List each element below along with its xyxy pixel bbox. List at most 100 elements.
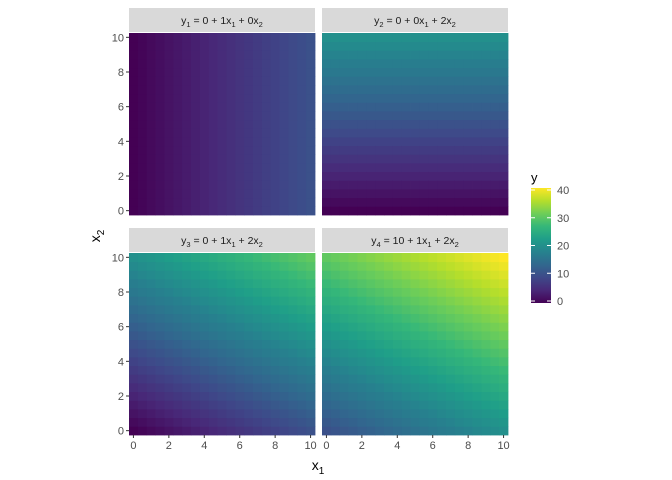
heatmap-tile: [155, 67, 165, 77]
heatmap-tile: [155, 296, 165, 306]
heatmap-tile: [428, 357, 438, 367]
heatmap-tile: [173, 189, 183, 199]
heatmap-tile: [446, 426, 456, 436]
heatmap-tile: [366, 59, 376, 69]
heatmap-tile: [339, 102, 349, 112]
heatmap-tile: [208, 111, 218, 121]
heatmap-tile: [217, 270, 227, 280]
heatmap-tile: [261, 206, 272, 216]
heatmap-tile: [129, 111, 139, 121]
heatmap-tile: [253, 206, 263, 216]
heatmap-tile: [322, 270, 332, 280]
heatmap-tile: [288, 171, 298, 181]
heatmap-tile: [472, 50, 482, 60]
heatmap-tile: [199, 391, 210, 401]
heatmap-tile: [366, 365, 376, 375]
heatmap-tile: [481, 409, 491, 419]
heatmap-tile: [261, 287, 272, 297]
heatmap-tile: [419, 339, 429, 349]
heatmap-tile: [297, 261, 307, 271]
heatmap-tile: [137, 76, 148, 86]
heatmap-tile: [261, 76, 272, 86]
heatmap-tile: [481, 163, 491, 173]
heatmap-tile: [261, 296, 272, 306]
heatmap-tile: [164, 85, 174, 95]
heatmap-tile: [288, 426, 298, 436]
heatmap-tile: [410, 59, 420, 69]
heatmap-tile: [244, 102, 254, 112]
heatmap-tile: [437, 287, 447, 297]
heatmap-tile: [330, 189, 341, 199]
heatmap-tile: [182, 322, 192, 332]
heatmap-tile: [322, 374, 332, 384]
heatmap-tile: [208, 357, 218, 367]
heatmap-tile: [297, 374, 307, 384]
heatmap-tile: [463, 111, 473, 121]
heatmap-tile: [261, 41, 272, 51]
heatmap-tile: [279, 206, 289, 216]
heatmap-tile: [410, 270, 420, 280]
heatmap-tile: [330, 287, 341, 297]
heatmap-tile: [428, 279, 438, 289]
heatmap-tile: [392, 305, 403, 315]
heatmap-tile: [463, 270, 473, 280]
heatmap-tile: [279, 305, 289, 315]
heatmap-tile: [392, 279, 403, 289]
heatmap-tile: [375, 154, 385, 164]
heatmap-tile: [339, 391, 349, 401]
heatmap-tile: [348, 128, 358, 138]
heatmap-tile: [279, 93, 289, 103]
heatmap-tile: [322, 287, 332, 297]
heatmap-tile: [297, 296, 307, 306]
heatmap-tile: [182, 59, 192, 69]
heatmap-tile: [348, 50, 358, 60]
heatmap-tile: [490, 102, 500, 112]
heatmap-tile: [446, 305, 456, 315]
legend-tick-label: 40: [557, 185, 569, 197]
heatmap-tile: [392, 313, 403, 323]
heatmap-tile: [428, 145, 438, 155]
heatmap-tile: [226, 85, 236, 95]
heatmap-tile: [481, 33, 491, 43]
heatmap-tile: [244, 296, 254, 306]
heatmap-tile: [129, 313, 139, 323]
heatmap-tile: [279, 33, 289, 43]
heatmap-tile: [199, 322, 210, 332]
facet-strip-label: y2 = 0 + 0x1 + 2x2: [374, 15, 456, 29]
heatmap-tile: [446, 180, 456, 190]
heatmap-tile: [244, 348, 254, 358]
heatmap-tile: [419, 261, 429, 271]
heatmap-tile: [253, 417, 263, 427]
heatmap-tile: [330, 365, 341, 375]
heatmap-tile: [235, 41, 245, 51]
heatmap-tile: [330, 331, 341, 341]
heatmap-tile: [146, 111, 156, 121]
heatmap-tile: [357, 145, 367, 155]
heatmap-tile: [173, 313, 183, 323]
heatmap-tile: [446, 119, 456, 129]
heatmap-tile: [226, 119, 236, 129]
heatmap-tile: [454, 261, 465, 271]
heatmap-tile: [419, 383, 429, 393]
heatmap-tile: [226, 357, 236, 367]
heatmap-tile: [270, 305, 280, 315]
heatmap-tile: [401, 154, 411, 164]
heatmap-tile: [330, 357, 341, 367]
heatmap-tile: [270, 374, 280, 384]
heatmap-tile: [137, 145, 148, 155]
heatmap-tile: [428, 67, 438, 77]
heatmap-tile: [437, 417, 447, 427]
heatmap-tile: [288, 145, 298, 155]
heatmap-tile: [279, 279, 289, 289]
heatmap-tile: [279, 270, 289, 280]
heatmap-tile: [472, 383, 482, 393]
heatmap-tile: [137, 374, 148, 384]
heatmap-tile: [499, 383, 509, 393]
heatmap-tile: [339, 163, 349, 173]
x-tick-label: 4: [201, 440, 207, 452]
heatmap-tile: [472, 270, 482, 280]
heatmap-tile: [173, 197, 183, 207]
heatmap-tile: [208, 261, 218, 271]
heatmap-tile: [226, 253, 236, 263]
heatmap-tile: [137, 348, 148, 358]
